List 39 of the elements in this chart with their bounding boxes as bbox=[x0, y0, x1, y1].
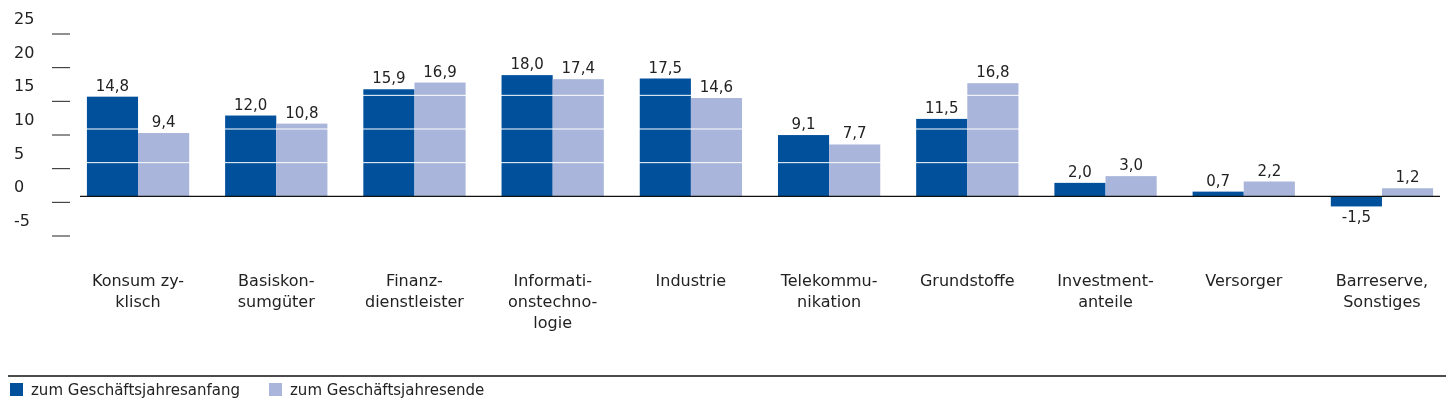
y-tick-label: 20 bbox=[14, 42, 35, 62]
data-label: 10,8 bbox=[285, 103, 319, 122]
y-tick-label: 25 bbox=[14, 9, 35, 28]
y-tick-label: 15 bbox=[14, 76, 35, 96]
data-label: 14,6 bbox=[699, 78, 734, 97]
x-tick-label: Telekommu- nikation bbox=[779, 271, 878, 311]
data-label: 16,8 bbox=[976, 63, 1010, 82]
y-tick-label: 5 bbox=[14, 143, 25, 163]
x-tick-label: Investment- anteile bbox=[1057, 271, 1154, 311]
x-tick-label: Industrie bbox=[655, 271, 727, 290]
data-label: 0,7 bbox=[1206, 171, 1231, 190]
data-label: 17,4 bbox=[561, 59, 595, 78]
data-label: 3,0 bbox=[1119, 156, 1144, 175]
y-tick-label: 0 bbox=[14, 177, 25, 197]
y-tick-label: -5 bbox=[14, 211, 30, 230]
x-tick-label: Finanz- dienstleister bbox=[364, 271, 465, 311]
legend-label: zum Geschäftsjahresanfang bbox=[31, 381, 241, 399]
x-tick-label: Barreserve, Sonstiges bbox=[1335, 271, 1429, 311]
data-label: 18,0 bbox=[510, 55, 544, 74]
data-label: -1,5 bbox=[1341, 208, 1372, 227]
data-label: 2,2 bbox=[1257, 161, 1282, 180]
legend-label: zum Geschäftsjahresende bbox=[290, 381, 485, 399]
data-label: 9,1 bbox=[791, 115, 816, 134]
x-tick-label: Versorger bbox=[1205, 271, 1283, 290]
data-label: 7,7 bbox=[842, 124, 867, 143]
data-label: 9,4 bbox=[151, 113, 176, 132]
data-label: 1,2 bbox=[1395, 168, 1420, 187]
data-label: 15,9 bbox=[372, 69, 406, 88]
data-label: 11,5 bbox=[925, 98, 959, 117]
y-tick-label: 10 bbox=[14, 110, 35, 129]
x-tick-label: Basiskon- sumgüter bbox=[237, 271, 316, 311]
data-label: 2,0 bbox=[1068, 162, 1092, 181]
data-label: 17,5 bbox=[648, 58, 683, 77]
x-tick-label: Informati- onstechno- logie bbox=[508, 271, 598, 332]
data-label: 14,8 bbox=[95, 76, 130, 95]
data-label: 16,9 bbox=[423, 62, 457, 81]
x-tick-label: Grundstoffe bbox=[919, 271, 1015, 290]
data-label: 12,0 bbox=[233, 95, 268, 114]
x-tick-label: Konsum zy- klisch bbox=[91, 271, 185, 311]
